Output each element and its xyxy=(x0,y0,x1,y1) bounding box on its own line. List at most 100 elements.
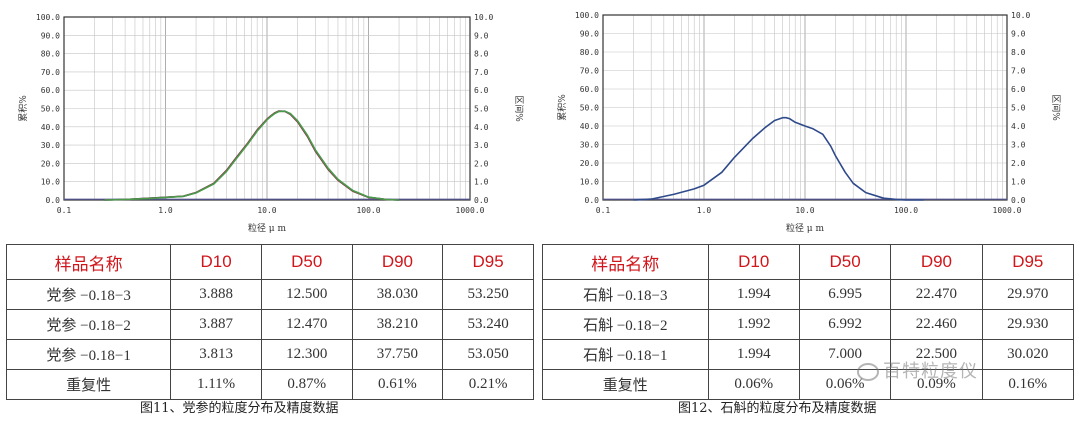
cell: 12.500 xyxy=(260,279,353,310)
y-left-axis-label: 累积% xyxy=(17,95,29,122)
y-right-tick-label: 0.0 xyxy=(1011,196,1026,205)
cell: 石斛 −0.18−2 xyxy=(542,309,709,340)
cell: 6.992 xyxy=(798,309,892,340)
table-row: 重复性 1.11% 0.87% 0.61% 0.21% xyxy=(5,369,534,400)
wechat-icon xyxy=(857,363,879,381)
cell: 1.994 xyxy=(707,279,800,310)
cell: 石斛 −0.18−1 xyxy=(542,339,709,370)
col-header-d10: D10 xyxy=(707,244,800,280)
y-right-tick-label: 10.0 xyxy=(1011,11,1030,20)
cell: 0.06% xyxy=(707,369,800,400)
y-left-tick-label: 30.0 xyxy=(580,141,599,150)
y-left-tick-label: 80.0 xyxy=(41,50,60,59)
cell: 0.87% xyxy=(260,369,353,400)
cell: 22.460 xyxy=(890,309,983,340)
y-right-tick-label: 8.0 xyxy=(474,50,489,59)
watermark: 百特粒度仪 xyxy=(857,357,978,383)
y-left-tick-label: 40.0 xyxy=(580,122,599,131)
cell: 0.61% xyxy=(351,369,444,400)
y-right-tick-label: 6.0 xyxy=(474,86,489,95)
table-row: 石斛 −0.18−1 1.994 7.000 22.500 30.020 xyxy=(542,339,1075,370)
table-row: 党参 −0.18−2 3.887 12.470 38.210 53.240 xyxy=(5,309,534,340)
table-left: 样品名称 D10 D50 D90 D95 党参 −0.18−3 3.888 12… xyxy=(5,244,534,400)
y-left-tick-label: 0.0 xyxy=(585,196,600,205)
y-right-tick-label: 1.0 xyxy=(1011,178,1026,187)
y-left-tick-label: 100.0 xyxy=(575,11,599,20)
col-header-d90: D90 xyxy=(890,244,983,280)
col-header-d50: D50 xyxy=(798,244,892,280)
cell: 0.09% xyxy=(890,369,983,400)
x-tick-label: 100.0 xyxy=(356,206,380,215)
cell: 29.930 xyxy=(981,309,1075,340)
series-line xyxy=(104,110,400,201)
y-left-tick-label: 50.0 xyxy=(41,105,60,114)
y-right-axis-label: 区间% xyxy=(513,95,525,122)
cell: 30.020 xyxy=(981,339,1075,370)
col-header-sample: 样品名称 xyxy=(5,244,172,280)
y-right-tick-label: 3.0 xyxy=(1011,141,1026,150)
x-axis-label: 粒径 μ m xyxy=(786,222,825,234)
y-right-tick-label: 7.0 xyxy=(474,68,489,77)
cell: 38.030 xyxy=(351,279,444,310)
y-left-tick-label: 40.0 xyxy=(41,123,60,132)
cell: 38.210 xyxy=(351,309,444,340)
x-tick-label: 0.1 xyxy=(57,206,72,215)
x-tick-label: 10.0 xyxy=(795,206,814,215)
table-right: 样品名称 D10 D50 D90 D95 石斛 −0.18−3 1.994 6.… xyxy=(542,244,1075,400)
cell: 0.16% xyxy=(981,369,1075,400)
cell: 53.240 xyxy=(442,309,534,340)
series-line xyxy=(104,110,400,201)
caption-left: 图11、党参的粒度分布及精度数据 xyxy=(140,401,339,416)
x-axis-label: 粒径 μ m xyxy=(248,222,287,234)
y-right-tick-label: 4.0 xyxy=(1011,122,1026,131)
y-right-tick-label: 7.0 xyxy=(1011,67,1026,76)
cell: 重复性 xyxy=(5,369,172,400)
watermark-text: 百特粒度仪 xyxy=(883,361,978,382)
x-tick-label: 1.0 xyxy=(697,206,712,215)
x-tick-label: 100.0 xyxy=(894,206,918,215)
y-left-tick-label: 90.0 xyxy=(580,30,599,39)
series-line xyxy=(633,116,924,201)
cell: 29.970 xyxy=(981,279,1075,310)
table-header-row: 样品名称 D10 D50 D90 D95 xyxy=(542,244,1075,280)
y-right-tick-label: 2.0 xyxy=(1011,159,1026,168)
y-right-tick-label: 5.0 xyxy=(474,105,489,114)
cell: 12.300 xyxy=(260,339,353,370)
col-header-d95: D95 xyxy=(442,244,534,280)
cell: 0.21% xyxy=(442,369,534,400)
chart-left: 0.0 10.0 20.0 30.0 40.0 50.0 60.0 70.0 80.0 90.0 1… xyxy=(17,13,525,234)
y-left-tick-label: 70.0 xyxy=(41,68,60,77)
x-tick-label: 1000.0 xyxy=(993,206,1022,215)
x-tick-label: 1.0 xyxy=(158,206,173,215)
y-right-tick-label: 5.0 xyxy=(1011,104,1026,113)
cell: 党参 −0.18−2 xyxy=(5,309,172,340)
cell: 6.995 xyxy=(798,279,892,310)
y-left-tick-label: 60.0 xyxy=(41,86,60,95)
plot-frame xyxy=(63,16,471,201)
table-header-row: 样品名称 D10 D50 D90 D95 xyxy=(5,244,534,280)
cell: 3.813 xyxy=(170,339,262,370)
col-header-d95: D95 xyxy=(981,244,1075,280)
y-right-tick-label: 4.0 xyxy=(474,123,489,132)
y-right-tick-label: 6.0 xyxy=(1011,85,1026,94)
col-header-sample: 样品名称 xyxy=(542,244,709,280)
y-right-tick-label: 1.0 xyxy=(474,178,489,187)
col-header-d90: D90 xyxy=(351,244,444,280)
y-left-tick-label: 70.0 xyxy=(580,67,599,76)
y-right-tick-label: 9.0 xyxy=(1011,30,1026,39)
cell: 37.750 xyxy=(351,339,444,370)
y-right-tick-label: 3.0 xyxy=(474,141,489,150)
y-right-tick-label: 10.0 xyxy=(474,13,493,22)
y-left-tick-label: 30.0 xyxy=(41,141,60,150)
table-row: 重复性 0.06% 0.06% 0.09% 0.16% xyxy=(542,369,1075,400)
cell: 1.994 xyxy=(707,339,800,370)
y-right-tick-label: 8.0 xyxy=(1011,48,1026,57)
cell: 53.050 xyxy=(442,339,534,370)
x-tick-label: 0.1 xyxy=(596,206,611,215)
plot-frame xyxy=(602,14,1008,201)
cell: 1.11% xyxy=(170,369,262,400)
right-panel: 0.0 10.0 20.0 30.0 40.0 50.0 60.0 70.0 80.0 90.0 1… xyxy=(540,0,1080,428)
cell: 53.250 xyxy=(442,279,534,310)
cell: 重复性 xyxy=(542,369,709,400)
y-left-tick-label: 20.0 xyxy=(580,159,599,168)
